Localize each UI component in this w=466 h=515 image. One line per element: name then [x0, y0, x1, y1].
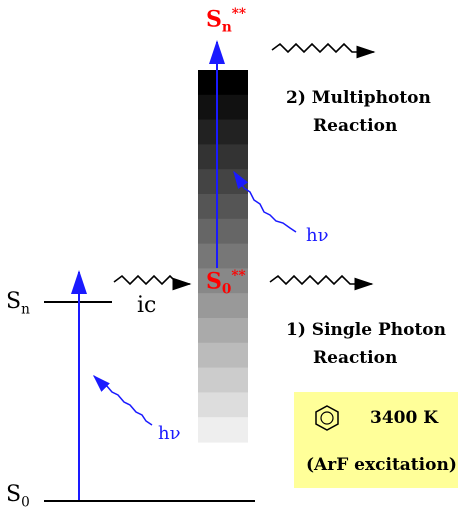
multiphoton-label-line1: 2) Multiphoton [286, 88, 431, 108]
gradient-cell [198, 392, 248, 418]
ic-label: ic [137, 293, 157, 318]
excitation-info-box [294, 392, 458, 488]
gradient-cell [198, 144, 248, 170]
gradient-cell [198, 318, 248, 344]
temperature-label: 3400 K [370, 408, 439, 428]
sn-label: Sn [6, 289, 30, 318]
single-photon-zigzag-arrow [269, 274, 374, 291]
photon-wave-upper [233, 170, 297, 233]
gradient-cell [198, 243, 248, 269]
gradient-cell [198, 367, 248, 393]
single-photon-label-line2: Reaction [313, 348, 398, 368]
multiphoton-label-line2: Reaction [313, 116, 398, 136]
gradient-cell [198, 417, 248, 443]
hv-label-upper: hν [306, 225, 329, 246]
gradient-cell [198, 268, 248, 294]
multiphoton-zigzag-arrow [271, 42, 376, 59]
gradient-cell [198, 218, 248, 245]
energy-gradient-column [198, 70, 248, 443]
gradient-cell [198, 94, 248, 121]
excitation-label: (ArF excitation) [306, 455, 457, 475]
gradient-cell [198, 119, 248, 145]
ic-zigzag-arrow [113, 274, 192, 291]
photon-wave-lower [92, 374, 153, 426]
gradient-cell [198, 342, 248, 369]
benzene-ring-icon [315, 405, 339, 431]
sn-double-star-label: Sn** [206, 6, 247, 36]
gradient-cell [198, 293, 248, 319]
s0-double-star-label: S0** [206, 268, 246, 298]
s0-label: S0 [6, 482, 30, 511]
gradient-cell [198, 194, 248, 220]
hv-label-lower: hν [158, 423, 181, 444]
single-photon-label-line1: 1) Single Photon [286, 320, 446, 340]
gradient-cell [198, 70, 248, 96]
